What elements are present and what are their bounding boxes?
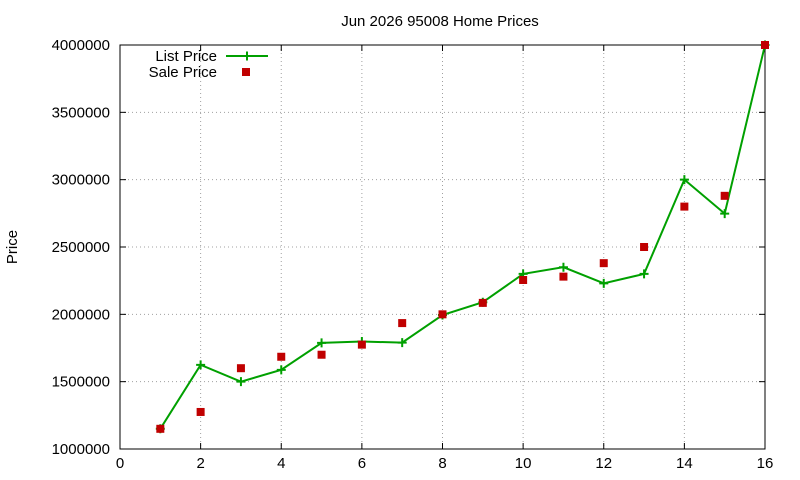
legend-item-list-price: List Price — [155, 48, 268, 65]
data-point-list-price — [236, 377, 246, 387]
data-point-list-price — [639, 269, 649, 279]
x-tick-label: 14 — [676, 455, 693, 472]
data-point-list-price — [679, 175, 689, 185]
data-point-list-price — [196, 360, 206, 370]
y-tick-label: 4000000 — [52, 37, 110, 54]
data-point-list-price — [599, 278, 609, 288]
plot-frame — [119, 44, 766, 450]
chart-title: Jun 2026 95008 Home Prices — [341, 13, 539, 30]
y-tick-label: 3500000 — [52, 104, 110, 121]
data-point-sale-price — [438, 310, 447, 319]
data-point-sale-price — [640, 243, 649, 251]
y-axis-label: Price — [4, 230, 21, 264]
x-tick-label: 4 — [277, 455, 285, 472]
axis-ticks: 0 2 4 6 8 10 12 14 16 1000000 1500000 2000000 250000… — [52, 37, 774, 472]
x-tick-label: 6 — [358, 455, 366, 472]
x-tick-label: 12 — [595, 455, 612, 472]
data-point-sale-price — [156, 424, 165, 433]
x-tick-label: 16 — [757, 455, 774, 472]
legend-marker-sale-price — [242, 68, 250, 76]
data-point-sale-price — [317, 350, 326, 359]
data-point-sale-price — [680, 202, 689, 211]
data-point-sale-price — [761, 41, 769, 49]
data-point-list-price — [558, 262, 568, 272]
data-point-list-price — [317, 338, 327, 348]
x-tick-label: 10 — [515, 455, 532, 472]
series-layer — [155, 40, 770, 434]
legend: List Price Sale Price — [149, 48, 268, 81]
data-point-sale-price — [196, 407, 205, 416]
x-tick-label: 2 — [196, 455, 204, 472]
series-line-list-price — [159, 44, 766, 430]
data-point-sale-price — [720, 191, 729, 200]
legend-item-sale-price: Sale Price — [149, 64, 250, 81]
legend-label-list-price: List Price — [155, 48, 217, 65]
series-sale-price — [156, 41, 769, 433]
x-tick-label: 0 — [116, 455, 124, 472]
y-tick-label: 1500000 — [52, 374, 110, 391]
data-point-sale-price — [236, 364, 245, 373]
data-point-list-price — [397, 338, 407, 348]
data-point-list-price — [276, 365, 286, 375]
legend-marker-list-price — [242, 51, 252, 61]
data-point-sale-price — [519, 275, 528, 284]
grid — [120, 45, 765, 449]
data-point-sale-price — [357, 340, 366, 349]
legend-label-sale-price: Sale Price — [149, 64, 217, 81]
y-tick-label: 2500000 — [52, 239, 110, 256]
x-tick-label: 8 — [438, 455, 446, 472]
data-point-sale-price — [559, 272, 568, 281]
data-point-sale-price — [277, 352, 286, 361]
y-tick-label: 3000000 — [52, 172, 110, 189]
data-point-sale-price — [599, 259, 608, 268]
data-point-sale-price — [478, 298, 487, 307]
data-point-list-price — [720, 209, 730, 219]
y-tick-label: 1000000 — [52, 441, 110, 458]
series-list-price — [155, 40, 770, 434]
data-point-sale-price — [398, 319, 407, 328]
y-tick-label: 2000000 — [52, 306, 110, 323]
